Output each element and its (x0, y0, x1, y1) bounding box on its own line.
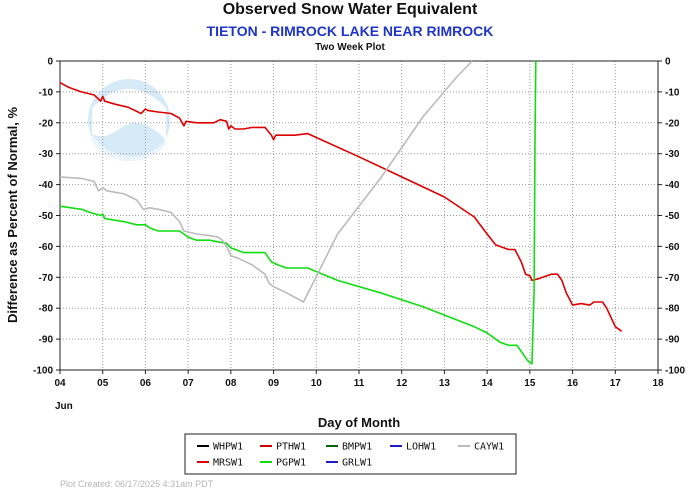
y-tick-label-right: -60 (665, 242, 680, 253)
legend-label-whpw1: WHPW1 (213, 442, 243, 453)
y-tick-label-right: -100 (665, 366, 685, 377)
x-tick-label: 14 (482, 378, 494, 389)
x-tick-label: 04 (54, 378, 66, 389)
legend-label-pgpw1: PGPW1 (276, 458, 306, 469)
y-axis-title: Difference as Percent of Normal, % (5, 107, 20, 323)
series-layer (59, 60, 623, 365)
x-tick-label: 12 (396, 378, 408, 389)
legend: WHPW1 PTHW1 BMPW1 LOHW1 CAYW1 MRSW1 PGPW1 GRLW1 (184, 433, 517, 475)
x-tick-label: 06 (140, 378, 152, 389)
x-tick-label: 18 (652, 378, 664, 389)
y-tick-label-left: 0 (47, 57, 53, 68)
x-tick-label: 09 (268, 378, 280, 389)
y-tick-label-right: -40 (665, 180, 680, 191)
x-tick-label: 11 (354, 378, 365, 389)
series-line-cayw1 (59, 60, 473, 303)
y-tick-label-left: -50 (39, 211, 54, 222)
y-tick-label-right: 0 (665, 57, 671, 68)
x-tick-label: 07 (183, 378, 195, 389)
legend-label-mrsw1: MRSW1 (213, 458, 243, 469)
axes (56, 60, 662, 374)
y-tick-label-right: -90 (665, 335, 680, 346)
y-tick-label-right: -50 (665, 211, 680, 222)
x-tick-label: 10 (311, 378, 323, 389)
x-axis-month-label: Jun (55, 401, 73, 412)
legend-label-pthw1: PTHW1 (276, 442, 306, 453)
y-tick-label-right: -70 (665, 273, 680, 284)
y-tick-label-right: -10 (665, 87, 680, 98)
plot-created-note: Plot Created: 06/17/2025 4:31am PDT (60, 479, 214, 489)
y-tick-label-left: -40 (39, 180, 54, 191)
y-tick-label-left: -10 (39, 87, 54, 98)
y-tick-label-left: -80 (39, 304, 54, 315)
x-tick-label: 15 (524, 378, 536, 389)
y-tick-label-left: -100 (33, 366, 53, 377)
noaa-logo-watermark (88, 79, 170, 162)
legend-label-lohw1: LOHW1 (406, 442, 436, 453)
legend-label-grlw1: GRLW1 (342, 458, 372, 469)
chart-subtitle: TIETON - RIMROCK LAKE NEAR RIMROCK (206, 23, 494, 39)
plot-area (60, 61, 658, 370)
y-tick-label-left: -60 (39, 242, 54, 253)
chart-plot-type: Two Week Plot (315, 42, 385, 53)
series-line-mrsw1 (59, 81, 623, 333)
tick-labels: 0 0 -10 -10 -20 -20 -30 -30 -40 -40 -50 -50 -60 -60 -7… (33, 57, 685, 390)
y-tick-label-left: -20 (39, 118, 54, 129)
x-tick-label: 16 (567, 378, 579, 389)
chart-title: Observed Snow Water Equivalent (222, 1, 478, 18)
x-tick-label: 13 (439, 378, 451, 389)
y-tick-label-left: -90 (39, 335, 54, 346)
y-tick-label-right: -80 (665, 304, 680, 315)
y-tick-label-left: -70 (39, 273, 54, 284)
y-tick-label-left: -30 (39, 149, 54, 160)
legend-label-cayw1: CAYW1 (474, 442, 504, 453)
legend-label-bmpw1: BMPW1 (342, 442, 372, 453)
x-tick-label: 17 (610, 378, 622, 389)
series-line-pgpw1 (59, 60, 537, 365)
x-tick-label: 05 (97, 378, 109, 389)
y-tick-label-right: -30 (665, 149, 680, 160)
y-tick-label-right: -20 (665, 118, 680, 129)
x-axis-title: Day of Month (318, 415, 400, 430)
x-tick-label: 08 (225, 378, 237, 389)
